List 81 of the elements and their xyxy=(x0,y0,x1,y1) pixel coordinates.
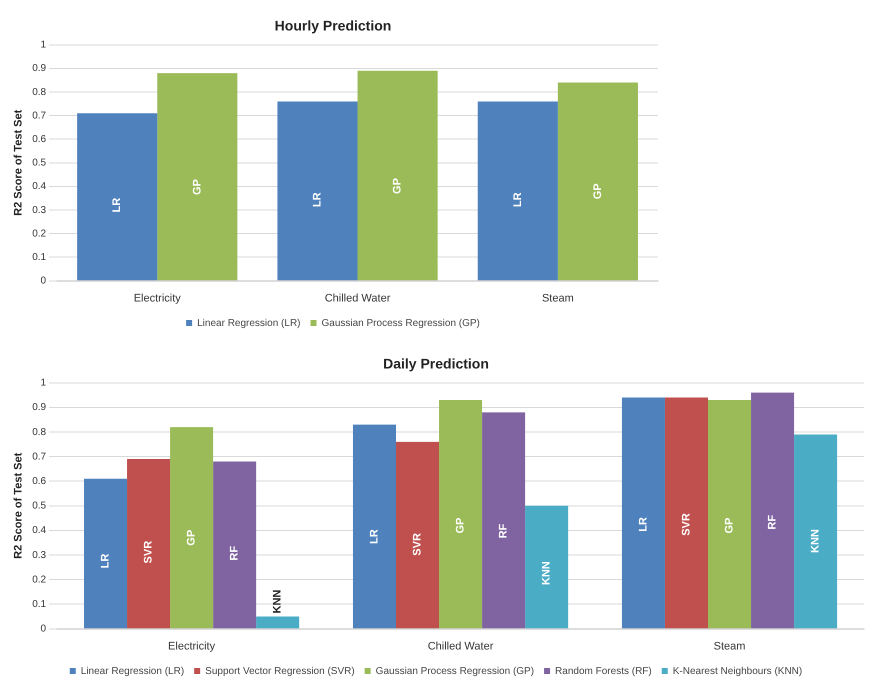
bar xyxy=(751,392,794,628)
bar xyxy=(794,434,838,628)
y-tick-label: 0.3 xyxy=(32,204,47,216)
y-tick-label: 1 xyxy=(40,378,47,389)
x-tick-label: Electricity xyxy=(134,292,182,304)
bar xyxy=(213,462,256,628)
data-label: GP xyxy=(186,530,198,546)
data-label: GP xyxy=(592,183,604,200)
y-tick-label: 0 xyxy=(40,276,47,287)
data-label: KNN xyxy=(810,529,822,553)
data-label: KNN xyxy=(272,590,284,614)
x-tick-label: Steam xyxy=(714,640,746,652)
data-label: GP xyxy=(454,518,467,534)
data-label: GP xyxy=(191,179,204,196)
y-tick-label: 0.6 xyxy=(32,134,47,145)
bar xyxy=(358,70,438,280)
legend-label: Linear Regression (LR) xyxy=(197,318,301,329)
y-tick-label: 0.5 xyxy=(32,158,47,169)
data-label: LR xyxy=(512,192,524,208)
bar xyxy=(352,424,396,628)
bar xyxy=(478,101,558,280)
y-tick-label: 0.8 xyxy=(32,86,47,98)
legend-label: Gaussian Process Regression (GP) xyxy=(321,318,480,329)
y-tick-label: 0.2 xyxy=(32,574,47,586)
chart-title: Daily Prediction xyxy=(383,355,489,372)
bar xyxy=(525,506,568,628)
y-tick-label: 0.8 xyxy=(32,426,47,438)
x-tick-label: Steam xyxy=(542,292,574,304)
data-label: RF xyxy=(228,546,241,561)
bar xyxy=(77,113,158,280)
data-label: SVR xyxy=(412,533,424,556)
y-tick-label: 0.7 xyxy=(32,110,47,122)
y-tick-label: 0.4 xyxy=(32,181,47,192)
data-label: SVR xyxy=(142,540,155,564)
data-label: LR xyxy=(111,198,124,212)
data-label: GP xyxy=(724,518,736,534)
bar xyxy=(170,427,214,628)
data-label: KNN xyxy=(540,561,553,586)
legend-label: Gaussian Process Regression (GP) xyxy=(376,666,534,677)
bar xyxy=(439,400,482,628)
legend-label: Support Vector Regression (SVR) xyxy=(205,666,355,677)
y-tick-label: 0.1 xyxy=(32,252,47,263)
data-label: RF xyxy=(766,514,779,530)
y-tick-label: 0.9 xyxy=(32,402,47,414)
data-label: LR xyxy=(368,529,381,544)
y-tick-label: 0.5 xyxy=(32,500,47,512)
bar xyxy=(157,73,238,280)
bar xyxy=(558,82,638,280)
data-label: SVR xyxy=(680,513,693,536)
y-tick-label: 0.9 xyxy=(32,63,47,74)
x-tick-label: Chilled Water xyxy=(324,292,391,304)
y-axis-title: R2 Score of Test Set xyxy=(12,109,25,216)
bar xyxy=(84,478,128,628)
bar xyxy=(256,616,300,628)
legend-label: K-Nearest Neighbours (KNN) xyxy=(672,666,802,677)
chart-title: Hourly Prediction xyxy=(274,17,392,34)
bar xyxy=(622,398,665,628)
y-tick-label: 0.2 xyxy=(32,228,47,240)
data-label: LR xyxy=(637,517,650,532)
bar xyxy=(127,459,170,628)
bar xyxy=(482,412,526,628)
data-label: LR xyxy=(100,554,112,568)
bar xyxy=(396,442,440,628)
y-tick-label: 0.6 xyxy=(32,476,47,487)
y-tick-label: 0 xyxy=(40,624,47,635)
data-label: RF xyxy=(498,524,510,538)
legend-label: Linear Regression (LR) xyxy=(80,666,184,677)
y-tick-label: 0.3 xyxy=(32,550,47,561)
y-tick-label: 0.1 xyxy=(32,598,47,610)
y-tick-label: 0.4 xyxy=(32,525,47,536)
legend-label: Random Forests (RF) xyxy=(555,666,652,677)
data-label: GP xyxy=(392,178,404,194)
x-tick-label: Electricity xyxy=(168,640,216,652)
data-label: LR xyxy=(312,192,324,208)
bar xyxy=(664,398,708,628)
bar xyxy=(708,400,752,628)
y-tick-label: 0.7 xyxy=(32,451,47,462)
y-tick-label: 1 xyxy=(40,40,47,51)
x-tick-label: Chilled Water xyxy=(428,640,494,652)
y-axis-title: R2 Score of Test Set xyxy=(12,452,25,559)
bar xyxy=(277,101,358,280)
